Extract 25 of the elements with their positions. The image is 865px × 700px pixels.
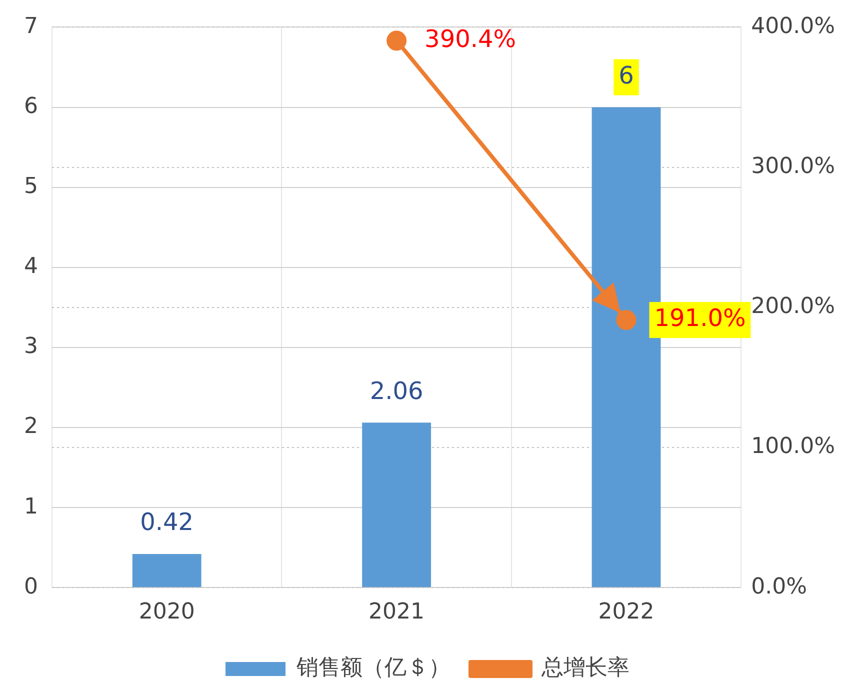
y-tick-label: 1 bbox=[24, 494, 38, 520]
text: 2.06 bbox=[370, 376, 424, 405]
bar bbox=[362, 422, 432, 588]
legend-label: 总增长率 bbox=[540, 656, 630, 681]
legend-label: 销售额（亿＄） bbox=[296, 656, 450, 681]
text: 6 bbox=[618, 61, 634, 90]
y2-tick-label: 200.0% bbox=[751, 294, 836, 320]
x-tick-label: 2022 bbox=[598, 600, 654, 625]
y2-tick-label: 0.0% bbox=[751, 574, 808, 600]
text: 390.4% bbox=[424, 24, 516, 53]
y-tick-label: 0 bbox=[24, 574, 38, 600]
y-tick-label: 5 bbox=[24, 174, 38, 200]
y-tick-label: 4 bbox=[24, 254, 38, 280]
y-tick-label: 3 bbox=[24, 334, 38, 360]
bar bbox=[132, 554, 202, 588]
y-tick-label: 2 bbox=[24, 414, 38, 440]
y2-tick-label: 100.0% bbox=[751, 434, 836, 460]
y-tick-label: 6 bbox=[24, 94, 38, 119]
y-tick-label: 7 bbox=[24, 14, 38, 39]
x-tick-label: 2020 bbox=[138, 600, 195, 625]
x-tick-label: 2021 bbox=[368, 600, 425, 625]
text: 191.0% bbox=[654, 304, 746, 332]
y2-tick-label: 400.0% bbox=[751, 14, 836, 39]
text: 0.42 bbox=[140, 508, 194, 536]
y2-tick-label: 300.0% bbox=[751, 154, 836, 180]
